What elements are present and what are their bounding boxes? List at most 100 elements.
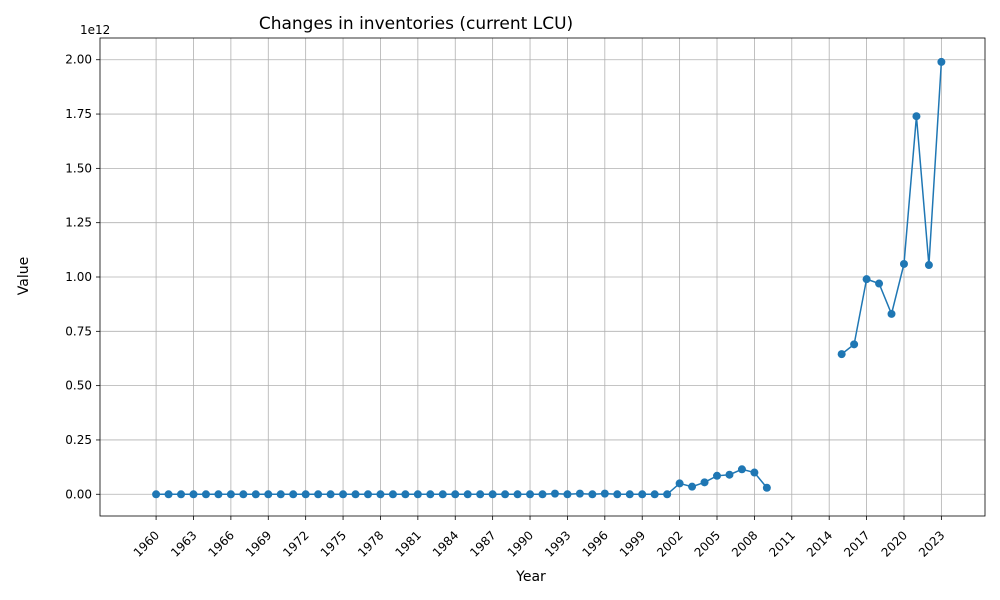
data-point — [600, 489, 609, 498]
y-tick-label: 0.50 — [65, 379, 92, 393]
plot-frame — [99, 37, 986, 517]
data-point — [526, 490, 535, 499]
data-point — [563, 490, 572, 499]
data-point — [214, 490, 223, 499]
y-axis-label: Value — [16, 257, 32, 295]
x-axis-label: Year — [515, 569, 546, 585]
axes: 1960 1963 1966 1969 1972 1975 1978 1981 1984 1987… — [65, 37, 986, 560]
x-tick-label: 1966 — [206, 528, 237, 559]
data-point — [339, 490, 348, 499]
data-point — [688, 482, 697, 491]
y-tick-label: 2.00 — [65, 53, 92, 67]
data-point — [177, 490, 186, 499]
x-tick-label: 1978 — [355, 528, 386, 559]
grid — [100, 38, 985, 516]
data-point — [264, 490, 273, 499]
y-tick-label: 1.00 — [65, 270, 92, 284]
x-tick-label: 2014 — [804, 528, 835, 559]
data-point — [862, 275, 871, 284]
data-point — [201, 490, 210, 499]
data-point — [451, 490, 460, 499]
x-tick-label: 1963 — [168, 528, 199, 559]
data-point — [363, 490, 372, 499]
data-point — [513, 490, 522, 499]
x-tick-label: 2008 — [729, 528, 760, 559]
data-point — [625, 490, 634, 499]
data-point — [388, 490, 397, 499]
data-point — [937, 57, 946, 66]
data-point — [887, 309, 896, 318]
data-point — [762, 483, 771, 492]
data-point — [314, 490, 323, 499]
x-tick-label: 1960 — [131, 528, 162, 559]
series-line — [156, 468, 768, 496]
data-point — [226, 490, 235, 499]
data-point — [663, 490, 672, 499]
chart-title: Changes in inventories (current LCU) — [259, 14, 573, 34]
data-point — [463, 490, 472, 499]
y-tick-label: 1.25 — [65, 216, 92, 230]
x-tick-label: 1981 — [392, 528, 423, 559]
y-tick-label: 0.75 — [65, 324, 92, 338]
y-tick-label: 0.00 — [65, 487, 92, 501]
data-point — [538, 490, 547, 499]
data-point — [875, 279, 884, 288]
x-tick-label: 1987 — [467, 528, 498, 559]
data-point — [164, 490, 173, 499]
data-point — [189, 490, 198, 499]
data-point — [276, 490, 285, 499]
x-tick-label: 1984 — [430, 528, 461, 559]
data-point — [550, 489, 559, 498]
data-point — [575, 489, 584, 498]
data-point — [750, 468, 759, 477]
data-point — [476, 490, 485, 499]
data-point — [638, 490, 647, 499]
x-tick-label: 1990 — [505, 528, 536, 559]
data-point — [899, 259, 908, 268]
data-point — [426, 490, 435, 499]
data-point — [401, 490, 410, 499]
x-tick-label: 2023 — [916, 528, 947, 559]
x-tick-label: 1972 — [280, 528, 311, 559]
x-tick-label: 1969 — [243, 528, 274, 559]
data-point — [438, 490, 447, 499]
y-tick-label: 0.25 — [65, 433, 92, 447]
x-tick-label: 1993 — [542, 528, 573, 559]
series — [152, 57, 946, 499]
data-point — [376, 490, 385, 499]
x-tick-label: 2002 — [654, 528, 685, 559]
x-tick-label: 2005 — [692, 528, 723, 559]
x-tick-label: 1996 — [579, 528, 610, 559]
data-point — [289, 490, 298, 499]
data-point — [850, 340, 859, 349]
data-point — [924, 261, 933, 270]
data-point — [675, 479, 684, 488]
data-point — [912, 112, 921, 121]
data-point — [588, 490, 597, 499]
y-scale-label: 1e12 — [80, 23, 110, 37]
data-point — [152, 490, 161, 499]
y-tick-label: 1.75 — [65, 107, 92, 121]
data-point — [251, 490, 260, 499]
data-point — [650, 490, 659, 499]
data-point — [326, 490, 335, 499]
data-point — [239, 490, 248, 499]
data-point — [488, 490, 497, 499]
data-point — [613, 490, 622, 499]
y-tick-label: 1.50 — [65, 161, 92, 175]
data-point — [351, 490, 360, 499]
data-point — [413, 490, 422, 499]
x-tick-label: 2011 — [766, 528, 797, 559]
data-point — [301, 490, 310, 499]
data-point — [700, 478, 709, 487]
data-point — [837, 350, 846, 359]
data-point — [725, 470, 734, 479]
data-point — [737, 465, 746, 474]
data-point — [713, 471, 722, 480]
x-tick-label: 1999 — [617, 528, 648, 559]
x-tick-label: 2017 — [841, 528, 872, 559]
data-point — [501, 490, 510, 499]
x-tick-label: 2020 — [879, 528, 910, 559]
